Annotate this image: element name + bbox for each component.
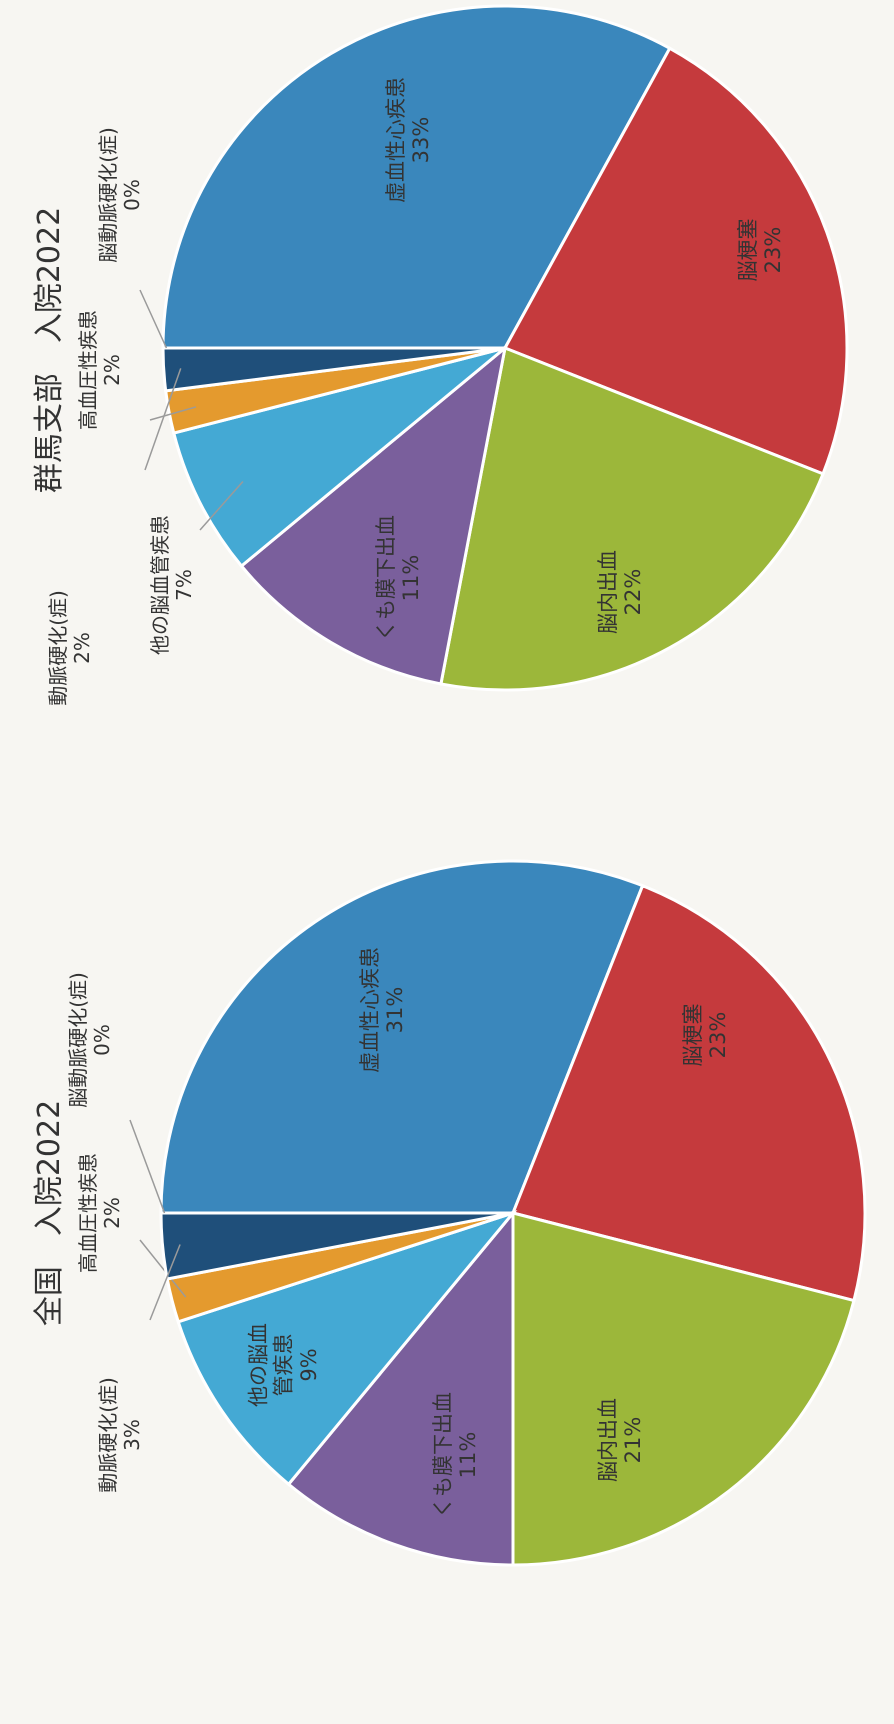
slice-label: 動脈硬化(症) (96, 1377, 120, 1493)
slice-label: 他の脳血管疾患 (148, 515, 172, 655)
gunma-pie-chart: 群馬支部 入院2022 虚血性心疾患 33% 脳梗塞 23% 脳内出血 22% くも膜下出血 1… (32, 4, 849, 706)
slice-label: 脳動脈硬化(症) (96, 127, 120, 263)
chart-title: 全国 入院2022 (32, 1100, 67, 1326)
pie-slice-4 (286, 1208, 515, 1567)
slice-label: 高血圧性疾患 (76, 1153, 100, 1273)
leader-line (149, 406, 197, 421)
outside-label-group-6: 高血圧性疾患 2% (76, 1153, 124, 1273)
slice-label-group-5: 他の脳血 管疾患 9% (246, 1323, 320, 1407)
pie-slice-2 (510, 883, 867, 1303)
slice-label: 管疾患 (272, 1334, 296, 1397)
slice-value: 33% (409, 117, 433, 164)
slice-label-group-1: 虚血性心疾患 33% (384, 77, 433, 203)
slice-label: 高血圧性疾患 (76, 310, 100, 430)
pie-slice-1 (161, 4, 672, 350)
outside-label-group-7: 動脈硬化(症) 3% (96, 1377, 144, 1493)
leader-line (129, 1119, 166, 1214)
outside-label-group-5: 他の脳血管疾患 7% (148, 515, 196, 655)
pie-slice-4 (239, 344, 508, 686)
pie-slice-5 (171, 346, 506, 569)
slice-label: 脳梗塞 (681, 1004, 705, 1067)
pie-slice-1 (159, 859, 645, 1215)
slice-value: 2% (100, 1197, 124, 1229)
slice-label: 動脈硬化(症) (46, 590, 70, 706)
slice-value: 0% (90, 1024, 114, 1056)
chart-title: 群馬支部 入院2022 (32, 207, 67, 493)
slice-value: 11% (456, 1432, 480, 1479)
leader-line (139, 1239, 187, 1298)
slice-label: 脳内出血 (596, 1398, 620, 1482)
pie-slice-5 (176, 1209, 518, 1487)
slice-value: 2% (100, 354, 124, 386)
slice-label: 脳内出血 (596, 550, 620, 634)
slice-label-group-2: 脳梗塞 23% (681, 1004, 730, 1067)
pie-slice-7 (161, 346, 506, 393)
slice-value: 31% (383, 987, 407, 1034)
pie-slice-3 (511, 1211, 856, 1567)
slice-value: 7% (172, 569, 196, 601)
slice-label: 他の脳血 (246, 1323, 270, 1407)
slice-value: 23% (761, 227, 785, 274)
pie-slice-3 (439, 345, 825, 692)
slice-label-group-4: くも膜下出血 11% (374, 515, 423, 641)
national-pie-chart: 全国 入院2022 虚血性心疾患 31% 脳梗塞 23% 脳内出血 21% くも膜下出血 11%… (32, 859, 867, 1567)
slice-label: 脳梗塞 (736, 219, 760, 282)
slice-label-group-2: 脳梗塞 23% (736, 219, 785, 282)
slice-value: 0% (120, 179, 144, 211)
slice-value: 9% (297, 1348, 321, 1381)
slice-label: くも膜下出血 (374, 515, 398, 641)
slice-label-group-3: 脳内出血 21% (596, 1398, 645, 1482)
slice-value: 22% (621, 569, 645, 616)
slice-label-group-3: 脳内出血 22% (596, 550, 645, 634)
slice-label-group-4: くも膜下出血 11% (431, 1392, 480, 1518)
slice-label: 虚血性心疾患 (384, 77, 408, 203)
slice-label: 脳動脈硬化(症) (66, 972, 90, 1108)
outside-label-group-8: 脳動脈硬化(症) 0% (66, 972, 114, 1108)
outside-label-group-7: 動脈硬化(症) 2% (46, 590, 94, 706)
slice-label: くも膜下出血 (431, 1392, 455, 1518)
pie-slice-7 (159, 1211, 514, 1281)
pie-slice-2 (502, 46, 849, 476)
slice-value: 2% (70, 632, 94, 664)
slice-value: 3% (120, 1419, 144, 1451)
outside-label-group-8: 脳動脈硬化(症) 0% (96, 127, 144, 263)
outside-label-group-6: 高血圧性疾患 2% (76, 310, 124, 430)
leader-line (144, 368, 182, 471)
slice-value: 23% (706, 1012, 730, 1059)
slice-label: 虚血性心疾患 (358, 947, 382, 1073)
slice-value: 11% (399, 555, 423, 602)
slice-label-group-1: 虚血性心疾患 31% (358, 947, 407, 1073)
chart-title-group: 全国 入院2022 (32, 1100, 67, 1326)
leader-line (139, 289, 168, 349)
leader-line (149, 1244, 181, 1321)
slice-value: 21% (621, 1417, 645, 1464)
chart-title-group: 群馬支部 入院2022 (32, 207, 67, 493)
leader-line (199, 481, 244, 531)
